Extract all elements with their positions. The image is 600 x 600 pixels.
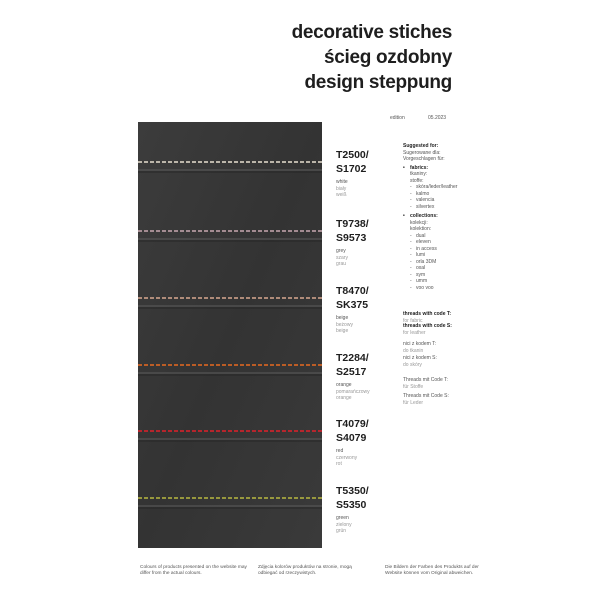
list-heading: fabrics: (410, 164, 429, 171)
code-t: T2284/ (336, 352, 369, 364)
title-line: ścieg ozdobny (323, 47, 452, 68)
leather (138, 122, 322, 548)
thread-use: für Leder (403, 399, 424, 406)
color-name: zielony (336, 521, 352, 528)
bullet: - (410, 184, 412, 190)
list-item: orla 3DM (416, 258, 437, 265)
thread-code: threads with code T: (403, 311, 452, 317)
thread-code: Threads mit Code T: (403, 377, 448, 383)
list-heading: tkaniny: (410, 171, 428, 177)
code-t: T8470/ (336, 285, 369, 297)
color-name: red (336, 448, 344, 454)
title-line: design steppung (304, 72, 452, 93)
swatch-image (138, 122, 322, 548)
color-name: weiß (336, 192, 347, 198)
bullet: - (410, 258, 412, 265)
thread-use: do tkanin (403, 347, 424, 354)
color-name: orange (336, 395, 352, 401)
color-name: beżowy (336, 321, 353, 328)
footer-note: Colours of products presented on the web… (140, 565, 247, 576)
list-item: eleven (416, 239, 431, 245)
color-name: beige (336, 315, 349, 321)
color-name: pomarańczowy (336, 388, 370, 395)
bullet: • (403, 213, 405, 219)
bullet: - (410, 239, 412, 245)
code-s: SK375 (336, 299, 369, 311)
bullet: - (410, 190, 412, 197)
color-name: rot (336, 461, 342, 467)
bullet: - (410, 245, 412, 252)
color-name: szary (336, 254, 348, 261)
list-heading: stoffe: (410, 177, 424, 184)
color-name: grey (336, 248, 346, 254)
list-item: valencia (416, 197, 435, 203)
suggested-heading: Suggested for: (403, 143, 439, 149)
code-t: T4079/ (336, 418, 369, 430)
thread-code: nici z kodem S: (403, 355, 437, 361)
title-line: decorative stiches (291, 22, 453, 43)
thread-code: Threads mit Code S: (403, 393, 449, 399)
thread-use: for fabric (403, 317, 423, 324)
bullet: - (410, 284, 412, 291)
edition-label: edition (390, 115, 405, 121)
code-t: T5350/ (336, 485, 369, 497)
list-item: in access (416, 245, 437, 252)
thread-code: threads with code S: (403, 323, 452, 329)
thread-use: do skóry (403, 361, 422, 368)
bullet: - (410, 265, 412, 271)
list-item: umm (416, 278, 428, 284)
thread-use: für Stoffe (403, 383, 424, 390)
code-s: S5350 (336, 499, 367, 511)
code-t: T2500/ (336, 149, 369, 161)
bullet: - (410, 197, 412, 203)
footer-note: Zdjęcia kolorów produktów na stronie, mo… (258, 565, 352, 576)
list-item: sym (416, 271, 426, 278)
code-s: S9573 (336, 232, 367, 244)
bullet: - (410, 203, 412, 210)
footer-note: Die Bildern der Farben des Produkts auf … (385, 565, 479, 576)
list-heading: kolektion: (410, 226, 432, 232)
suggested-heading: Vorgeschlagen für: (403, 156, 445, 162)
edition-date: 05.2023 (428, 115, 447, 121)
list-item: dual (416, 232, 426, 239)
color-name: white (336, 179, 348, 185)
list-item: silvertex (416, 203, 435, 210)
color-name: grün (336, 528, 347, 534)
thread-code: nici z kodem T: (403, 341, 436, 347)
bullet: • (403, 164, 405, 171)
bullet: - (410, 252, 412, 258)
color-name: green (336, 515, 349, 521)
list-heading: kolekcji: (410, 219, 428, 226)
code-s: S1702 (336, 163, 367, 175)
bullet: - (410, 278, 412, 284)
list-item: oxal (416, 265, 426, 271)
thread-use: for leather (403, 329, 426, 336)
code-t: T9738/ (336, 218, 369, 230)
bullet: - (410, 271, 412, 278)
color-name: orange (336, 382, 352, 388)
list-heading: collections: (410, 213, 438, 219)
color-name: biały (336, 185, 347, 192)
bullet: - (410, 232, 412, 239)
color-name: czerwony (336, 454, 358, 461)
color-name: beige (336, 328, 349, 334)
code-s: S2517 (336, 366, 367, 378)
suggested-heading: Sugerowane dla: (403, 149, 441, 156)
list-item: kalmo (416, 190, 430, 197)
list-item: lumi (416, 252, 426, 258)
list-item: voo voo (416, 284, 434, 291)
color-name: grau (336, 261, 347, 267)
code-s: S4079 (336, 432, 367, 444)
list-item: skóra/leder/leather (416, 184, 458, 190)
